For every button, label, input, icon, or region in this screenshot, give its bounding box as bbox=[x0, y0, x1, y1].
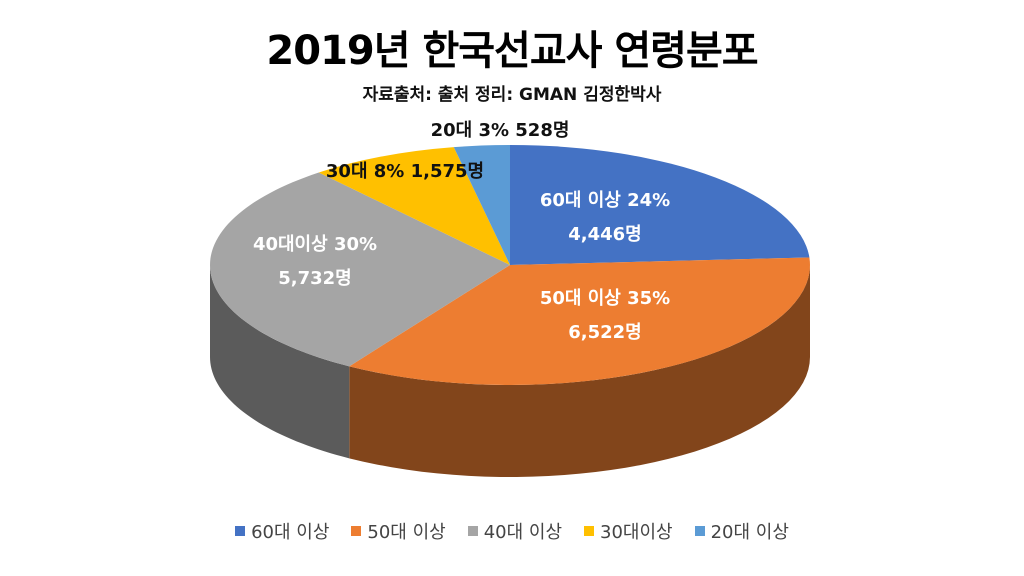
legend-item: 50대 이상 bbox=[351, 518, 446, 544]
slice-label-60: 60대 이상 24% 4,446명 bbox=[539, 190, 671, 245]
legend-swatch bbox=[351, 526, 362, 536]
legend-label: 60대 이상 bbox=[251, 522, 330, 543]
slice-40대 이상 bbox=[210, 172, 511, 367]
legend-label: 20대 이상 bbox=[710, 522, 789, 543]
legend-swatch bbox=[235, 526, 246, 536]
slice-30대이상 bbox=[318, 147, 510, 265]
chart-subtitle: 자료출처: 출처 정리: GMAN 김정한박사 bbox=[362, 85, 662, 105]
legend-item: 40대 이상 bbox=[467, 518, 563, 544]
legend-swatch bbox=[584, 526, 595, 536]
legend: 60대 이상 50대 이상 40대 이상 30대이상 20대 이상 bbox=[0, 518, 1024, 544]
slice-label-30: 30대 8% 1,575명 bbox=[325, 161, 485, 182]
slice-label-50: 50대 이상 35% 6,522명 bbox=[539, 288, 671, 343]
slice-side bbox=[210, 265, 350, 459]
legend-item: 60대 이상 bbox=[235, 518, 329, 544]
slice-label-40: 40대이상 30% 5,732명 bbox=[252, 234, 378, 289]
legend-label: 40대 이상 bbox=[483, 522, 563, 543]
legend-swatch bbox=[694, 526, 705, 536]
slice-60대 이상 bbox=[510, 145, 810, 265]
legend-item: 20대 이상 bbox=[694, 518, 789, 544]
legend-label: 50대 이상 bbox=[367, 522, 446, 543]
slice-side bbox=[349, 265, 810, 477]
slice-20대 이상 bbox=[453, 145, 510, 265]
slice-50대 이상 bbox=[349, 257, 810, 385]
chart-title: 2019년 한국선교사 연령분포 bbox=[266, 28, 758, 74]
legend-label: 30대이상 bbox=[600, 522, 673, 543]
slice-label-20: 20대 3% 528명 bbox=[430, 120, 570, 141]
legend-item: 30대이상 bbox=[584, 518, 673, 544]
legend-swatch bbox=[467, 526, 478, 536]
